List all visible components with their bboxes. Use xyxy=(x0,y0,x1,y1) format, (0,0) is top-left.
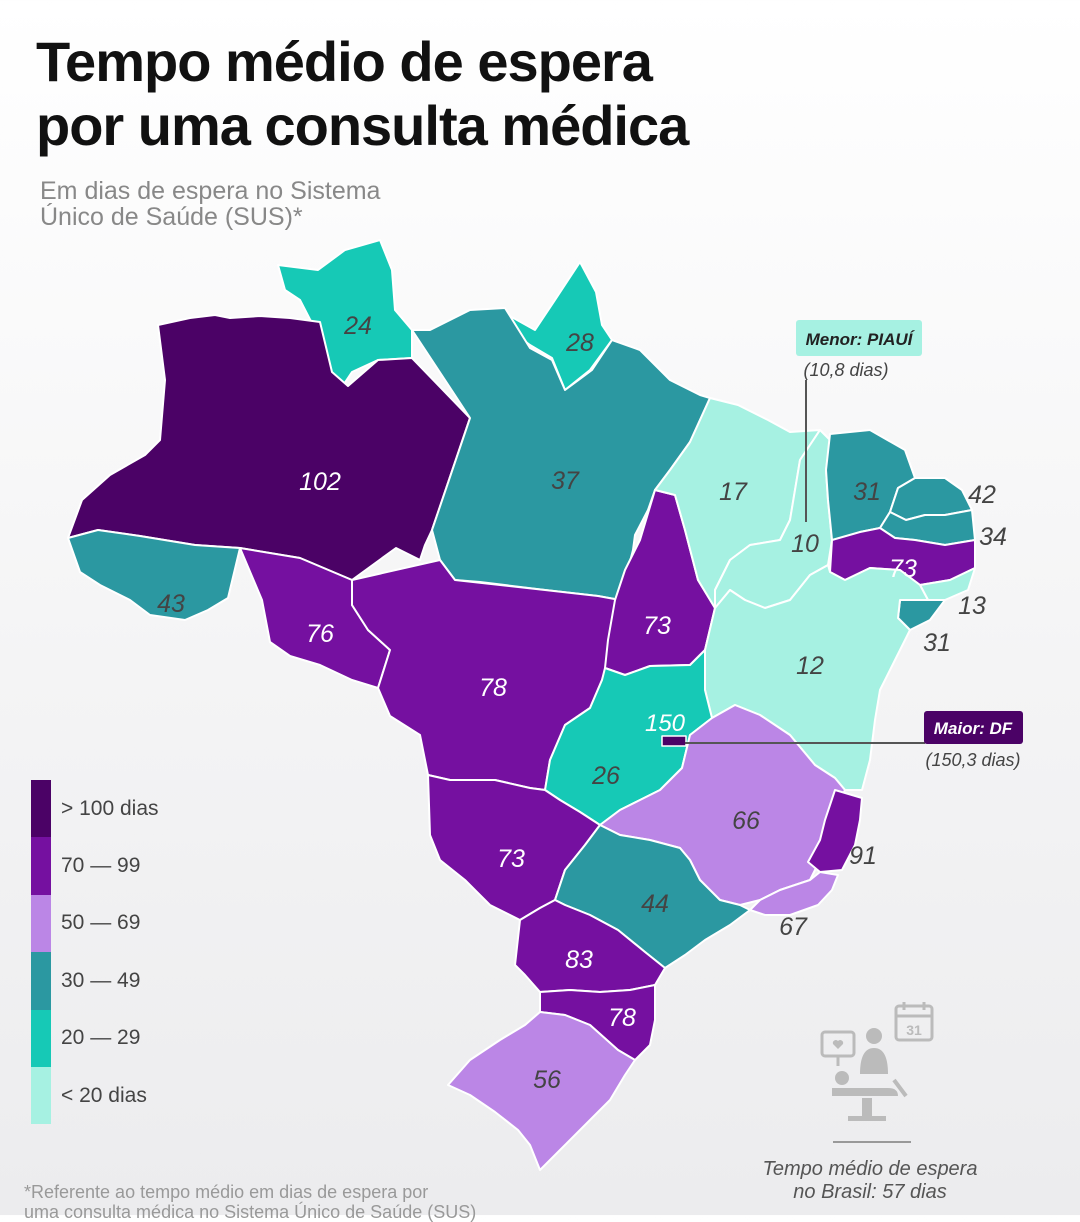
state-value-al: 13 xyxy=(958,592,986,620)
state-es xyxy=(807,789,863,873)
footnote-line-1: *Referente ao tempo médio em dias de esp… xyxy=(24,1182,429,1202)
legend-item: > 100 dias xyxy=(31,780,159,838)
state-value-rs: 56 xyxy=(533,1066,561,1094)
legend-swatch xyxy=(31,1009,51,1067)
legend-swatch xyxy=(31,894,51,953)
state-value-ro: 76 xyxy=(306,620,334,648)
state-value-mg: 66 xyxy=(732,807,760,835)
max-callout: Maior: DF (150,3 dias) xyxy=(685,711,1023,770)
state-value-df: 150 xyxy=(645,710,686,737)
legend-swatch xyxy=(31,780,51,838)
calendar-icon xyxy=(894,1004,934,1042)
min-callout-label: Menor: PIAUÍ xyxy=(806,330,916,349)
min-callout-box xyxy=(796,320,922,356)
doctor-patient-calendar-icon: 31 xyxy=(820,1002,934,1121)
state-value-pr: 83 xyxy=(565,946,593,974)
max-callout-value: (150,3 dias) xyxy=(925,750,1020,770)
min-callout-value: (10,8 dias) xyxy=(803,360,888,380)
patient-head-icon xyxy=(835,1071,849,1085)
legend-label: 20 — 29 xyxy=(61,1026,141,1050)
state-value-pa: 37 xyxy=(551,467,580,495)
subtitle-line-1: Em dias de espera no Sistema xyxy=(40,177,381,205)
state-value-pe: 73 xyxy=(889,555,917,583)
legend-swatch xyxy=(31,837,51,895)
subtitle-line-2: Único de Saúde (SUS)* xyxy=(40,203,303,231)
footnote-line-2: uma consulta médica no Sistema Único de … xyxy=(24,1202,477,1222)
max-callout-label: Maior: DF xyxy=(934,719,1013,738)
state-value-es: 91 xyxy=(849,842,877,870)
legend-label: 50 — 69 xyxy=(61,911,141,935)
legend-item: 50 — 69 xyxy=(31,894,159,953)
state-value-am: 102 xyxy=(299,468,341,496)
min-callout: Menor: PIAUÍ (10,8 dias) xyxy=(796,320,922,522)
legend: > 100 dias 70 — 99 50 — 69 30 — 49 20 — … xyxy=(31,780,159,1125)
legend-swatch xyxy=(31,952,51,1010)
national-average: Tempo médio de espera no Brasil: 57 dias xyxy=(740,1158,1000,1204)
legend-label: 70 — 99 xyxy=(61,854,141,878)
national-line-2: no Brasil: 57 dias xyxy=(793,1181,947,1203)
state-value-ac: 43 xyxy=(157,590,185,618)
state-value-ms: 73 xyxy=(497,845,525,873)
state-value-to: 73 xyxy=(643,612,671,640)
state-rj xyxy=(749,871,839,916)
state-value-rr: 24 xyxy=(343,312,372,340)
legend-item: 20 — 29 xyxy=(31,1009,159,1067)
state-value-pi: 10 xyxy=(791,530,819,558)
state-value-go: 26 xyxy=(591,762,620,790)
state-value-sp: 44 xyxy=(641,890,669,918)
doctor-head-icon xyxy=(866,1028,882,1044)
legend-swatch xyxy=(31,1066,51,1125)
legend-label: < 20 dias xyxy=(61,1083,147,1107)
legend-item: 70 — 99 xyxy=(31,837,159,895)
page-title: Tempo médio de espera por uma consulta m… xyxy=(36,30,689,158)
footnote: *Referente ao tempo médio em dias de esp… xyxy=(24,1182,476,1222)
max-callout-box xyxy=(924,711,1023,744)
state-value-rj: 67 xyxy=(779,913,808,941)
divider xyxy=(833,1141,911,1143)
title-line-2: por uma consulta médica xyxy=(36,94,689,157)
state-value-ba: 12 xyxy=(796,652,824,680)
state-df xyxy=(661,735,687,747)
legend-item: 30 — 49 xyxy=(31,952,159,1010)
subtitle: Em dias de espera no Sistema Único de Sa… xyxy=(40,178,380,230)
legend-item: < 20 dias xyxy=(31,1066,159,1125)
state-pr xyxy=(514,899,666,993)
calendar-day: 31 xyxy=(906,1022,922,1038)
state-value-mt: 78 xyxy=(479,674,507,702)
title-line-1: Tempo médio de espera xyxy=(36,30,653,93)
state-value-rn: 42 xyxy=(968,481,996,509)
state-ac xyxy=(67,529,241,621)
state-am xyxy=(67,314,471,581)
state-value-ap: 28 xyxy=(565,329,594,357)
legend-label: > 100 dias xyxy=(61,796,159,820)
legend-label: 30 — 49 xyxy=(61,968,141,992)
national-line-1: Tempo médio de espera xyxy=(762,1158,978,1180)
state-rs xyxy=(447,1011,636,1171)
state-value-ce: 31 xyxy=(853,478,881,506)
state-value-sc: 78 xyxy=(608,1004,636,1032)
state-value-ma: 17 xyxy=(719,478,748,506)
state-value-pb: 34 xyxy=(979,523,1007,551)
state-value-se: 31 xyxy=(923,629,951,657)
